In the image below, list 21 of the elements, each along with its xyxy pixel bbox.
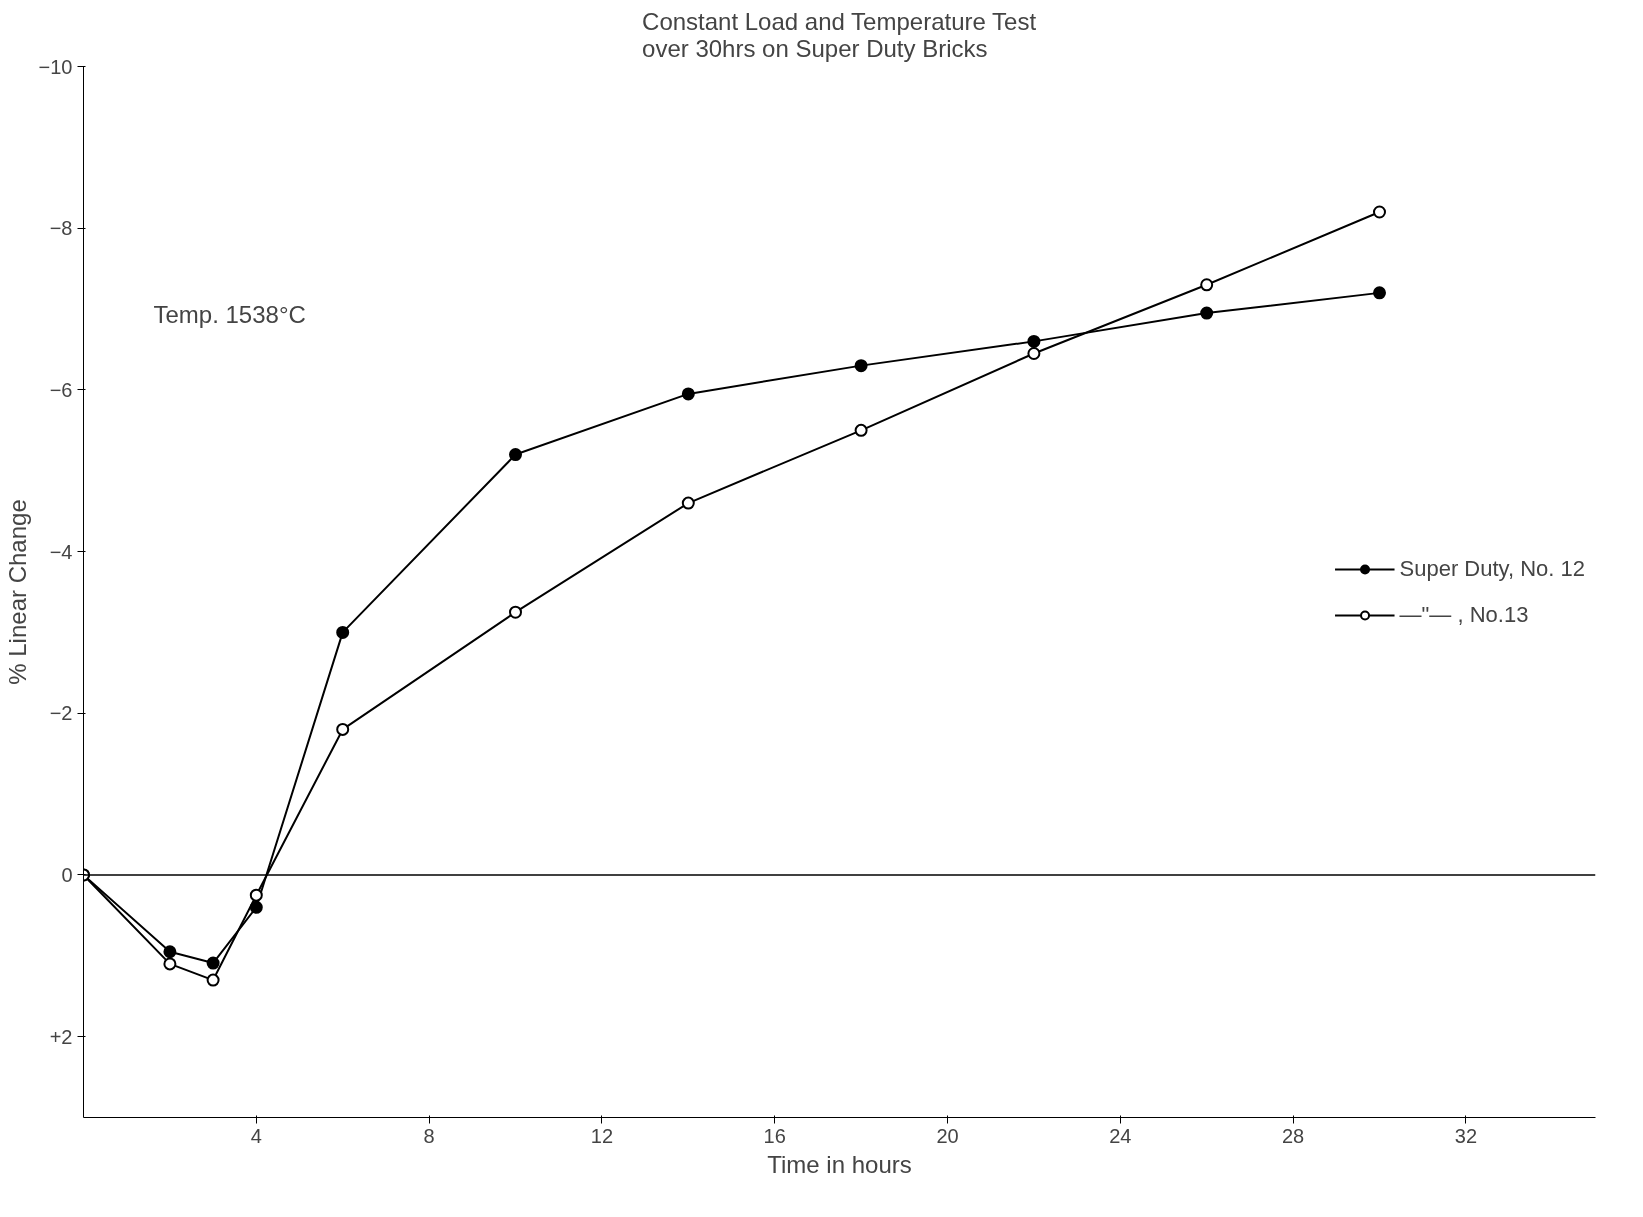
y-axis-title: % Linear Change [3, 499, 31, 685]
x-tick-label: 8 [423, 1124, 435, 1147]
x-tick-label: 24 [1109, 1124, 1132, 1147]
y-tick-label: −8 [49, 217, 73, 240]
x-tick-label: 4 [250, 1124, 262, 1147]
x-tick-label: 28 [1281, 1124, 1305, 1147]
x-tick-label: 32 [1454, 1124, 1478, 1147]
y-tick-label: 0 [61, 863, 73, 886]
chart-title: Constant Load and Temperature Test over 30hrs on Super Duty Bricks [642, 7, 1037, 62]
x-axis-title: Time in hours [767, 1150, 912, 1178]
x-tick-label: 16 [763, 1124, 786, 1147]
y-tick-label: −4 [49, 540, 73, 563]
y-tick-label: +2 [49, 1025, 73, 1048]
annotation: Temp. 1538°C [153, 300, 306, 328]
y-tick-label: −6 [49, 378, 73, 401]
y-tick-label: −10 [38, 55, 73, 78]
x-tick-label: 12 [590, 1124, 614, 1147]
legend-label: Super Duty, No. 12 [1399, 555, 1585, 582]
legend-label: —"— , No.13 [1399, 601, 1529, 628]
x-tick-label: 20 [936, 1124, 959, 1147]
y-tick-label: −2 [49, 702, 73, 725]
